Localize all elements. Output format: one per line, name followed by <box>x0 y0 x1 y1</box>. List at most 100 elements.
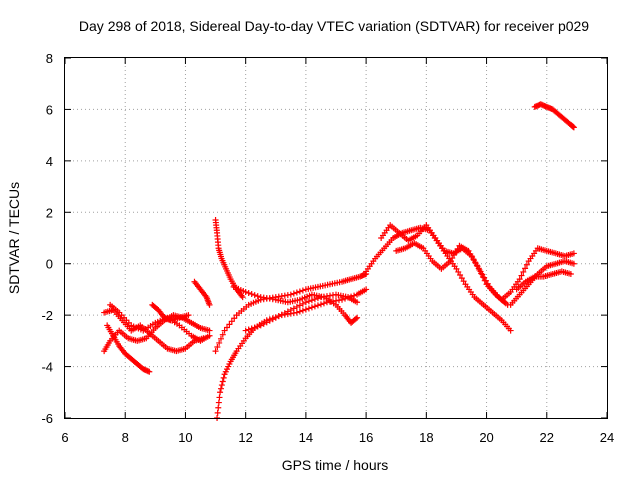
y-tick-label: 4 <box>46 154 53 169</box>
data-point <box>287 307 294 313</box>
data-point <box>451 251 458 258</box>
data-point <box>216 394 223 401</box>
data-point <box>212 348 219 355</box>
data-point <box>223 324 230 331</box>
data-point <box>481 277 488 284</box>
data-point <box>317 301 324 308</box>
data-point <box>272 314 279 321</box>
data-point <box>221 327 228 334</box>
data-point <box>257 322 264 329</box>
data-point <box>299 287 306 294</box>
data-point <box>290 290 297 297</box>
x-tick-label: 24 <box>600 430 614 445</box>
grid-layer <box>65 58 607 418</box>
data-point <box>254 293 261 300</box>
data-point <box>447 258 454 265</box>
data-point <box>465 247 472 254</box>
x-axis-label: GPS time / hours <box>282 457 389 473</box>
data-point <box>476 266 483 273</box>
y-tick-label: -4 <box>41 360 53 375</box>
data-point <box>254 323 261 330</box>
data-point <box>248 325 255 332</box>
data-point <box>458 275 465 282</box>
y-tick-label: 8 <box>46 51 53 66</box>
data-point <box>479 274 486 281</box>
data-point <box>472 260 479 267</box>
series-arc-early-e <box>149 301 192 324</box>
data-point <box>457 272 464 279</box>
data-point <box>251 292 258 299</box>
data-point <box>245 290 252 297</box>
data-point <box>185 312 192 319</box>
data-point <box>266 317 273 324</box>
data-point <box>293 289 300 296</box>
data-point <box>217 385 224 392</box>
data-point <box>287 291 294 298</box>
x-tick-label: 12 <box>238 430 252 445</box>
x-tick-label: 20 <box>479 430 493 445</box>
data-point <box>570 260 577 267</box>
data-point <box>507 327 514 334</box>
y-tick-label: 2 <box>46 205 53 220</box>
data-point <box>474 263 481 270</box>
series-arc-dusk-c <box>393 240 508 306</box>
series-arc-late-a <box>498 245 577 303</box>
plot-frame <box>64 57 608 419</box>
data-point <box>469 254 476 261</box>
data-point <box>308 304 315 311</box>
data-point <box>216 339 223 346</box>
data-point <box>215 399 222 406</box>
data-point <box>449 255 456 262</box>
series-arc-early-c <box>104 322 153 375</box>
data-point <box>518 272 525 279</box>
series-arc-early-f <box>191 278 213 308</box>
series-arc-spike <box>212 217 246 301</box>
data-point <box>352 315 359 322</box>
data-point <box>214 344 221 351</box>
data-point <box>311 296 318 303</box>
data-point <box>290 305 297 312</box>
data-point <box>478 270 485 277</box>
data-point <box>284 308 291 315</box>
data-point <box>354 299 361 306</box>
data-point <box>567 271 574 277</box>
series-arc-early-d <box>107 301 213 344</box>
data-point <box>305 298 312 305</box>
data-point <box>570 124 577 131</box>
y-axis-label: SDTVAR / TECUs <box>6 182 22 294</box>
data-point <box>278 311 285 318</box>
data-point <box>299 300 306 307</box>
data-point <box>228 318 235 325</box>
data-point <box>351 292 358 299</box>
data-point <box>305 305 312 312</box>
data-point <box>206 301 213 308</box>
data-point <box>570 250 577 257</box>
series-arc-high <box>531 101 577 131</box>
data-point <box>453 265 460 272</box>
x-tick-label: 16 <box>359 430 373 445</box>
data-point <box>299 307 306 314</box>
series-arc-late-b <box>507 258 577 308</box>
y-tick-label: -2 <box>41 308 53 323</box>
data-point <box>281 310 288 317</box>
data-point <box>314 295 321 302</box>
data-point <box>206 332 213 339</box>
data-point <box>452 248 459 255</box>
data-point <box>245 326 252 333</box>
data-point <box>293 309 300 316</box>
data-point <box>251 324 258 331</box>
data-point <box>354 314 361 321</box>
data-point <box>269 316 276 323</box>
x-tick-label: 18 <box>419 430 433 445</box>
data-point <box>308 297 315 304</box>
data-point <box>460 278 467 285</box>
points-layer <box>101 101 577 421</box>
data-point <box>501 299 508 306</box>
data-point <box>516 276 523 283</box>
data-point <box>296 308 303 315</box>
data-point <box>275 313 282 320</box>
y-tick-label: 6 <box>46 102 53 117</box>
data-point <box>302 299 309 306</box>
